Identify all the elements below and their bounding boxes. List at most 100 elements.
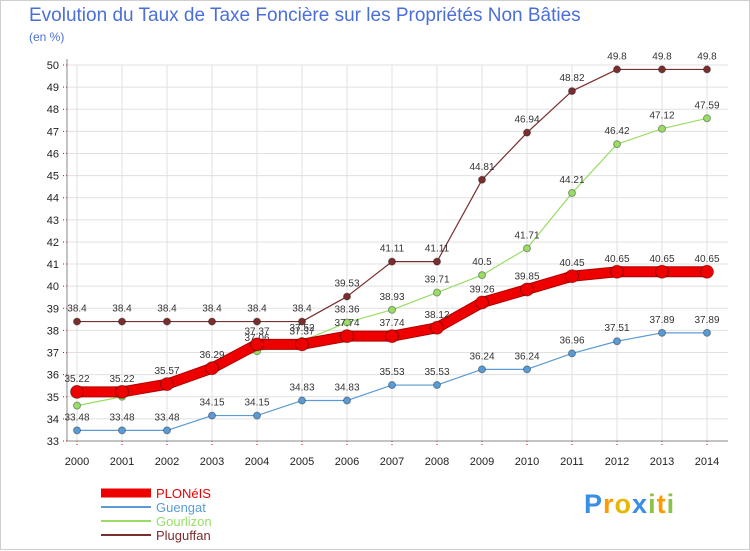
y-tick-label: 48 xyxy=(47,104,59,116)
data-point xyxy=(658,124,666,133)
proxiti-logo: Proxiti xyxy=(584,489,676,519)
data-label: 38.93 xyxy=(379,292,404,303)
data-label: 36.24 xyxy=(514,351,539,362)
data-point xyxy=(613,65,621,74)
data-point xyxy=(568,87,576,96)
data-point xyxy=(115,384,129,399)
y-tick-label: 44 xyxy=(47,193,59,205)
data-label: 37.37 xyxy=(289,326,314,337)
data-label: 38.4 xyxy=(157,304,177,315)
data-label: 36.96 xyxy=(559,335,584,346)
data-point xyxy=(73,317,81,326)
data-point xyxy=(205,361,219,376)
y-tick-label: 43 xyxy=(47,215,59,227)
data-point xyxy=(433,288,441,297)
data-point xyxy=(433,381,441,390)
data-label: 37.74 xyxy=(379,318,404,329)
x-tick-label: 2000 xyxy=(65,456,89,468)
x-tick-label: 2005 xyxy=(290,456,314,468)
data-point xyxy=(340,329,354,344)
data-label: 40.45 xyxy=(559,258,584,269)
y-tick-label: 40 xyxy=(47,281,59,293)
data-label: 36.24 xyxy=(469,351,494,362)
data-label: 35.22 xyxy=(109,374,134,385)
x-tick-label: 2007 xyxy=(380,456,404,468)
y-tick-label: 47 xyxy=(47,126,59,138)
data-label: 40.5 xyxy=(472,257,492,268)
data-label: 38.4 xyxy=(202,304,222,315)
data-label: 39.71 xyxy=(424,275,449,286)
data-point xyxy=(523,365,531,374)
data-label: 39.53 xyxy=(334,279,359,290)
data-point xyxy=(478,271,486,280)
x-tick-label: 2008 xyxy=(425,456,449,468)
x-tick-label: 2013 xyxy=(650,456,674,468)
data-point xyxy=(523,128,531,137)
chart-unit: (en %) xyxy=(29,30,65,44)
data-point xyxy=(208,317,216,326)
data-label: 40.65 xyxy=(694,254,719,265)
data-label: 35.22 xyxy=(64,374,89,385)
data-label: 34.83 xyxy=(334,383,359,394)
y-tick-label: 46 xyxy=(47,148,59,160)
data-point xyxy=(703,328,711,337)
data-label: 41.71 xyxy=(514,230,539,241)
data-point xyxy=(163,317,171,326)
data-label: 40.65 xyxy=(604,254,629,265)
data-label: 39.85 xyxy=(514,271,539,282)
data-label: 38.4 xyxy=(67,304,87,315)
data-label: 48.82 xyxy=(559,73,584,84)
data-point xyxy=(253,317,261,326)
chart-title: Evolution du Taux de Taxe Foncière sur l… xyxy=(29,5,581,26)
data-label: 37.89 xyxy=(694,315,719,326)
data-point xyxy=(73,426,81,435)
data-point xyxy=(298,396,306,405)
x-tick-label: 2012 xyxy=(605,456,629,468)
data-label: 46.42 xyxy=(604,126,629,137)
data-label: 37.74 xyxy=(334,318,359,329)
x-tick-label: 2011 xyxy=(560,456,584,468)
series-pluguffan: 38.4 38.4 38.4 38.4 38.4 38.4 39.53 41.11 41.11 4… xyxy=(67,51,717,326)
legend-entry: Pluguffan xyxy=(156,528,211,543)
legend-entry: Gourlizon xyxy=(156,514,212,529)
data-point xyxy=(298,317,306,326)
x-tick-label: 2006 xyxy=(335,456,359,468)
data-point xyxy=(73,401,81,410)
y-tick-label: 33 xyxy=(47,436,59,448)
data-label: 47.59 xyxy=(694,100,719,111)
data-point xyxy=(343,292,351,301)
data-point xyxy=(565,269,579,284)
data-point xyxy=(343,396,351,405)
x-tick-label: 2002 xyxy=(155,456,179,468)
y-tick-label: 42 xyxy=(47,237,59,249)
legend-entry: Guengat xyxy=(156,500,206,515)
data-point xyxy=(700,264,714,279)
x-tick-label: 2014 xyxy=(695,456,719,468)
data-label: 33.48 xyxy=(154,412,179,423)
legend-entry: PLONéIS xyxy=(156,486,211,501)
data-point xyxy=(343,318,351,327)
data-point xyxy=(295,337,309,352)
y-tick-label: 39 xyxy=(47,303,59,315)
data-label: 41.11 xyxy=(425,244,450,255)
data-point xyxy=(568,189,576,198)
data-label: 49.8 xyxy=(652,51,672,62)
data-point xyxy=(658,65,666,74)
data-label: 49.8 xyxy=(607,51,627,62)
data-label: 40.65 xyxy=(649,254,674,265)
data-label: 39.26 xyxy=(469,285,494,296)
data-label: 37.37 xyxy=(244,326,269,337)
data-point xyxy=(520,282,534,297)
data-label: 35.53 xyxy=(379,367,404,378)
data-point xyxy=(118,317,126,326)
data-point xyxy=(433,257,441,266)
y-tick-label: 34 xyxy=(47,414,59,426)
data-label: 38.4 xyxy=(247,304,267,315)
y-tick-label: 38 xyxy=(47,325,59,337)
y-tick-label: 36 xyxy=(47,370,59,382)
data-label: 34.15 xyxy=(244,398,269,409)
data-label: 38.36 xyxy=(334,304,359,315)
data-point xyxy=(475,295,489,310)
data-label: 41.11 xyxy=(380,244,405,255)
